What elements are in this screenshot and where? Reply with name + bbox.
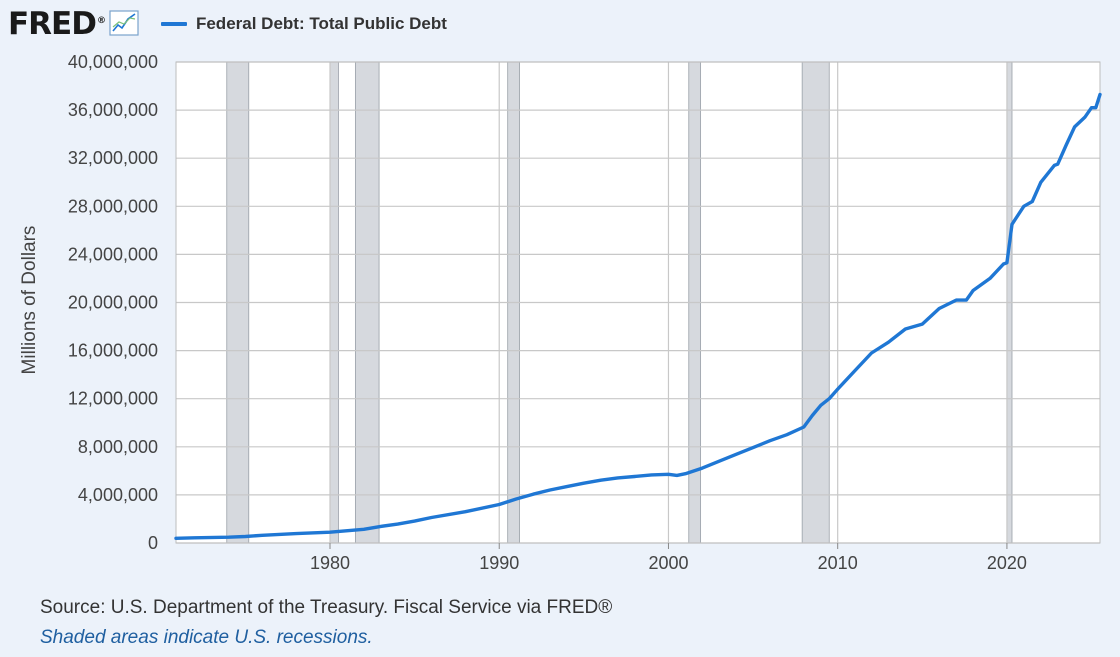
y-tick-label: 20,000,000 [68, 293, 158, 313]
x-tick-label: 2000 [648, 553, 688, 573]
x-tick-label: 1980 [310, 553, 350, 573]
trend-chart-icon [109, 9, 139, 41]
fred-logo[interactable]: FRED® [8, 6, 106, 42]
y-tick-label: 32,000,000 [68, 148, 158, 168]
x-tick-label: 2010 [818, 553, 858, 573]
y-tick-label: 36,000,000 [68, 100, 158, 120]
source-note: Source: U.S. Department of the Treasury.… [40, 597, 613, 618]
y-tick-label: 16,000,000 [68, 341, 158, 361]
legend-label: Federal Debt: Total Public Debt [195, 14, 447, 33]
y-tick-label: 28,000,000 [68, 196, 158, 216]
series-line[interactable] [174, 92, 1102, 540]
legend-swatch [160, 22, 187, 26]
legend: Federal Debt: Total Public Debt [160, 14, 447, 34]
y-axis-label: Millions of Dollars [19, 225, 40, 375]
x-tick-label: 2020 [987, 553, 1027, 573]
y-tick-label: 0 [148, 533, 158, 553]
chart-header: FRED® Federal Debt: Total Public Debt [8, 6, 447, 42]
y-tick-label: 8,000,000 [78, 437, 158, 457]
series-layer [174, 92, 1102, 540]
recession-note: Shaded areas indicate U.S. recessions. [40, 627, 373, 648]
y-tick-label: 40,000,000 [68, 52, 158, 72]
x-tick-label: 1990 [479, 553, 519, 573]
y-tick-label: 12,000,000 [68, 389, 158, 409]
plot-area [175, 61, 1101, 544]
y-tick-label: 24,000,000 [68, 244, 158, 264]
fred-logo-text: FRED [8, 6, 97, 42]
fred-logo-registered-mark: ® [96, 15, 106, 26]
y-axis-ticks: 0 4,000,000 8,000,000 12,000,000 16,000,000 2… [68, 52, 158, 553]
x-axis-ticks: 1980 1990 2000 2010 2020 [310, 543, 1027, 573]
y-tick-label: 4,000,000 [78, 485, 158, 505]
